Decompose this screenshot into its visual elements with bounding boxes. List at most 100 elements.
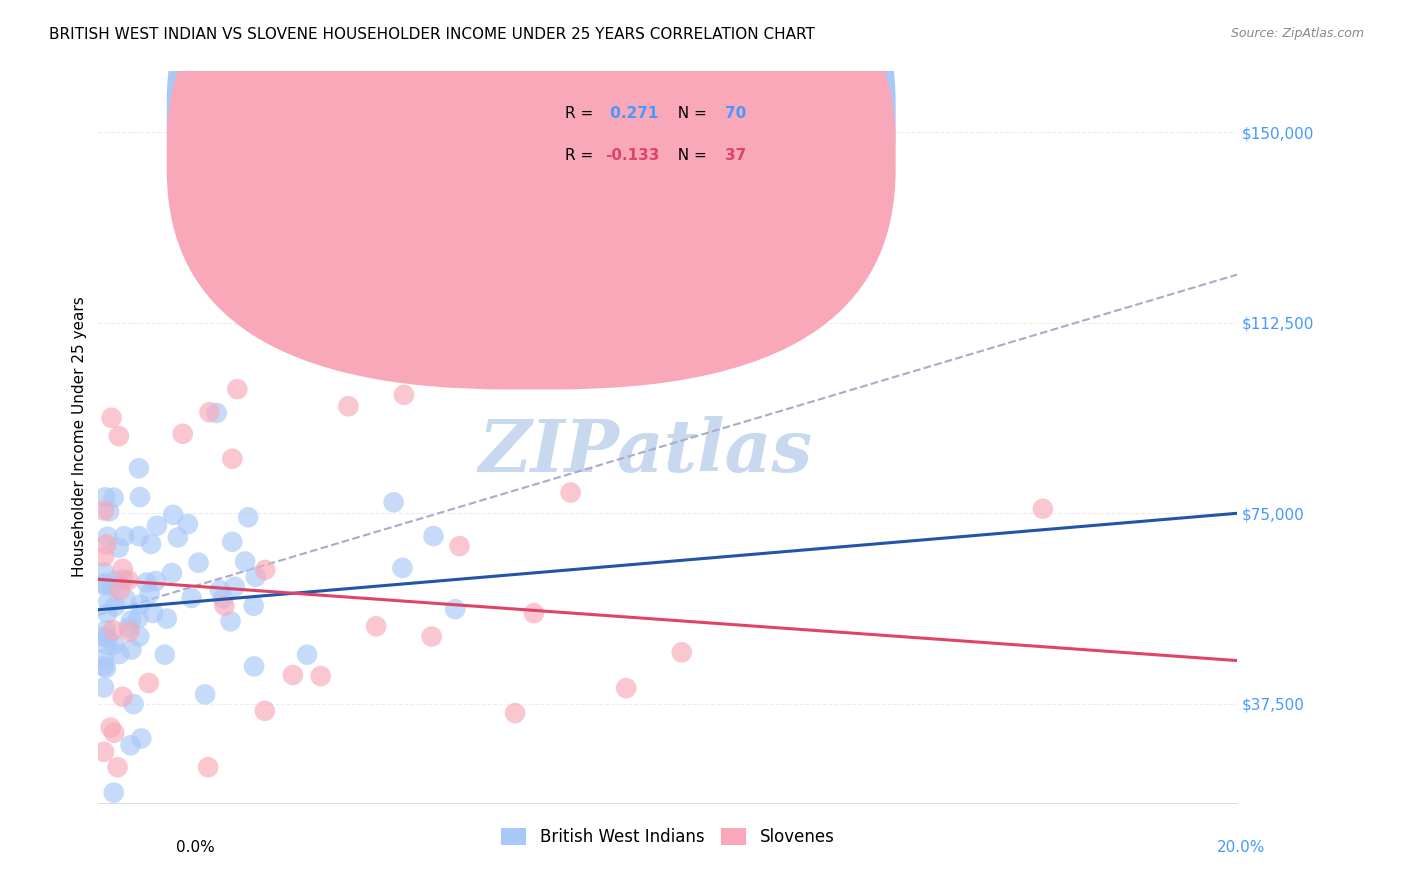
Text: 70: 70	[725, 106, 747, 121]
Point	[120, 614, 142, 628]
Point	[108, 647, 131, 661]
Text: BRITISH WEST INDIAN VS SLOVENE HOUSEHOLDER INCOME UNDER 25 YEARS CORRELATION CHA: BRITISH WEST INDIAN VS SLOVENE HOUSEHOLD…	[49, 27, 815, 42]
Point	[93, 659, 115, 673]
Point	[118, 624, 141, 639]
Point	[128, 461, 150, 475]
Point	[309, 669, 332, 683]
Point	[94, 491, 117, 505]
Point	[162, 508, 184, 522]
Point	[139, 537, 162, 551]
Point	[103, 574, 125, 588]
Point	[146, 518, 169, 533]
Point	[112, 573, 135, 587]
FancyBboxPatch shape	[167, 0, 896, 390]
Point	[226, 382, 249, 396]
Point	[108, 429, 131, 443]
Point	[560, 485, 582, 500]
Point	[503, 706, 526, 720]
Point	[224, 580, 246, 594]
Point	[93, 681, 115, 695]
Point	[180, 591, 202, 605]
Point	[96, 638, 118, 652]
Text: N =: N =	[668, 106, 711, 121]
Point	[366, 619, 388, 633]
Point	[172, 426, 194, 441]
Point	[103, 624, 125, 638]
Point	[93, 651, 115, 665]
Point	[523, 606, 546, 620]
Point	[93, 576, 115, 591]
Point	[138, 676, 160, 690]
Point	[103, 786, 125, 800]
Point	[114, 591, 136, 606]
Point	[238, 510, 260, 524]
Point	[128, 629, 150, 643]
Point	[103, 725, 125, 739]
Point	[187, 556, 209, 570]
Point	[153, 648, 176, 662]
Point	[671, 645, 693, 659]
Point	[242, 599, 264, 613]
Point	[194, 687, 217, 701]
Text: 0.0%: 0.0%	[176, 840, 215, 855]
Point	[128, 529, 150, 543]
Point	[142, 606, 165, 620]
Point	[100, 579, 122, 593]
Text: ZIPatlas: ZIPatlas	[478, 417, 813, 487]
Text: R =: R =	[565, 106, 599, 121]
Text: N =: N =	[668, 148, 711, 163]
Point	[121, 642, 143, 657]
FancyBboxPatch shape	[479, 78, 821, 200]
Point	[93, 745, 115, 759]
Point	[108, 582, 131, 597]
Point	[98, 504, 121, 518]
Point	[449, 539, 471, 553]
Point	[94, 624, 117, 638]
Point	[103, 491, 125, 505]
Point	[107, 541, 129, 555]
Point	[337, 399, 360, 413]
Point	[221, 451, 243, 466]
Point	[420, 630, 443, 644]
Point	[219, 615, 242, 629]
Point	[245, 570, 267, 584]
Point	[93, 578, 115, 592]
Point	[100, 721, 122, 735]
Point	[122, 697, 145, 711]
Point	[93, 630, 115, 644]
Point	[221, 534, 243, 549]
Point	[208, 582, 231, 597]
Point	[93, 503, 115, 517]
Point	[127, 611, 149, 625]
Point	[160, 566, 183, 580]
Point	[107, 760, 129, 774]
Point	[117, 573, 139, 587]
Point	[243, 659, 266, 673]
Point	[253, 704, 276, 718]
Point	[205, 406, 228, 420]
Point	[96, 530, 118, 544]
Point	[94, 661, 117, 675]
Point	[166, 531, 188, 545]
Point	[93, 549, 115, 564]
Point	[120, 738, 142, 752]
Point	[214, 599, 236, 613]
Point	[391, 561, 413, 575]
Text: Source: ZipAtlas.com: Source: ZipAtlas.com	[1230, 27, 1364, 40]
Y-axis label: Householder Income Under 25 years: Householder Income Under 25 years	[72, 297, 87, 577]
Point	[422, 529, 444, 543]
Point	[118, 621, 141, 635]
Point	[96, 607, 118, 621]
Point	[233, 554, 256, 568]
Point	[135, 575, 157, 590]
Point	[1032, 501, 1054, 516]
Point	[104, 599, 127, 614]
Point	[444, 602, 467, 616]
Point	[100, 410, 122, 425]
FancyBboxPatch shape	[167, 0, 896, 348]
Point	[145, 574, 167, 588]
Point	[614, 681, 637, 695]
Point	[392, 388, 415, 402]
Text: 20.0%: 20.0%	[1218, 840, 1265, 855]
Text: 0.271: 0.271	[605, 106, 658, 121]
